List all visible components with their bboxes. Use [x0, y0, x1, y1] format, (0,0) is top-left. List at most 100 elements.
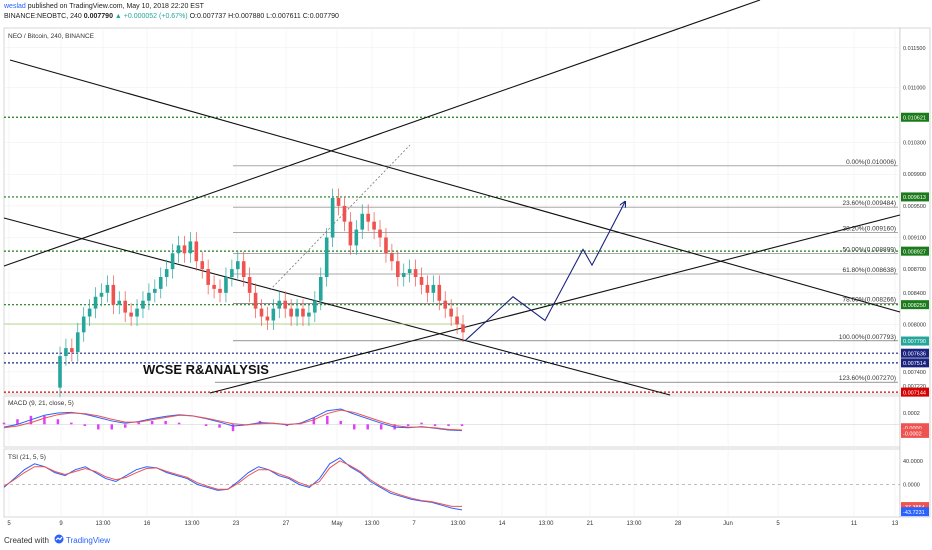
price-label-box: [901, 246, 929, 256]
fib-level-label: 38.20%(0.009160): [843, 226, 897, 233]
fib-level-label: 23.60%(0.009484): [843, 200, 897, 207]
price-tick-label: 0.008400: [903, 291, 926, 297]
x-tick-label: 9: [59, 521, 63, 527]
price-scale-label: 0.008927: [903, 249, 926, 255]
price-tick-label: 0.007400: [903, 370, 926, 376]
candle-body: [253, 292, 258, 309]
x-tick-label: 5: [776, 521, 780, 527]
candle-body: [295, 308, 299, 317]
candle-body: [413, 269, 418, 278]
price-tick-label: 0.009500: [903, 204, 926, 210]
trend-line: [3, 217, 671, 396]
x-tick-label: May: [331, 521, 342, 527]
candle-body: [372, 221, 376, 230]
candle-body: [117, 300, 122, 305]
x-tick-label: 13:00: [626, 521, 642, 527]
candle-body: [123, 300, 127, 313]
panel-frame-1: [3, 27, 901, 395]
tsi-label-box: [901, 507, 929, 517]
price-label-box: [901, 300, 929, 310]
price-tick-label: 0.007220: [903, 384, 926, 390]
candle-body: [419, 277, 424, 285]
candle-body: [289, 308, 293, 317]
candle-body: [230, 269, 234, 278]
trend-line: [269, 144, 411, 291]
candle-body: [247, 277, 252, 293]
candle-body: [354, 229, 359, 246]
candle-body: [218, 288, 222, 293]
trend-line: [9, 59, 901, 313]
price-label-box: [901, 112, 929, 122]
fib-level-label: 78.60%(0.008266): [843, 296, 897, 303]
chart-header: weslad published on TradingView.com, May…: [0, 0, 932, 24]
author-link[interactable]: weslad: [4, 3, 26, 10]
candle-body: [99, 292, 104, 297]
candle-body: [425, 284, 430, 293]
tradingview-logo-icon: [54, 534, 64, 546]
candle-body: [431, 284, 436, 293]
candle-body: [265, 316, 270, 321]
price-tick-label: 0.008700: [903, 267, 926, 273]
ohlc-values: O:0.007737 H:0.007880 L:0.007611 C:0.007…: [189, 13, 339, 20]
candle-body: [384, 237, 388, 254]
tsi-value-label: -43.7231: [903, 510, 925, 516]
candle-body: [318, 277, 323, 301]
price-label-box: [901, 387, 929, 397]
candle-body: [378, 229, 382, 238]
candle-body: [105, 284, 110, 293]
price-tick-label: 0.009900: [903, 172, 926, 178]
fib-level-label: 61.80%(0.008638): [843, 267, 897, 274]
candle-body: [147, 292, 151, 301]
projection-arrow: [464, 202, 625, 342]
candle-body: [342, 205, 347, 222]
candle-body: [407, 269, 412, 274]
candle-body: [87, 308, 92, 317]
trend-line: [3, 0, 761, 267]
candle-body: [164, 269, 169, 278]
candle-body: [437, 284, 442, 301]
candle-body: [366, 213, 370, 222]
price-tick-label: 0.011000: [903, 85, 926, 91]
candle-body: [129, 312, 133, 317]
candle-body: [188, 241, 193, 254]
candle-body: [194, 241, 199, 262]
x-tick-label: 21: [587, 521, 594, 527]
tsi-label-box: [901, 502, 929, 512]
candle-body: [182, 245, 187, 254]
candle-body: [324, 237, 329, 278]
candle-body: [58, 356, 62, 388]
candle-body: [141, 300, 145, 309]
candle-body: [330, 197, 335, 238]
candle-body: [271, 308, 276, 321]
tsi-tick-label: 40.0000: [903, 459, 923, 465]
x-tick-label: 13:00: [364, 521, 380, 527]
symbol-label: BINANCE:NEOBTC, 240: [4, 13, 82, 20]
price-tick-label: 0.008000: [903, 322, 926, 328]
candle-body: [455, 316, 459, 325]
macd-signal-line: [3, 409, 463, 431]
price-scale-label: 0.007790: [903, 339, 926, 345]
x-tick-label: 13:00: [95, 521, 111, 527]
candle-body: [401, 273, 406, 278]
symbol-line: BINANCE:NEOBTC, 240 0.007790 ▲ +0.000052…: [4, 12, 339, 22]
price-scale-label: 0.007636: [903, 351, 926, 357]
candle-body: [93, 296, 98, 309]
fib-level-label: 100.00%(0.007793): [839, 334, 896, 341]
publish-line: weslad published on TradingView.com, May…: [4, 2, 204, 12]
tradingview-brand[interactable]: TradingView: [66, 536, 111, 545]
candle-body: [75, 332, 80, 353]
candle-body: [235, 261, 240, 270]
panel-frame-3: [3, 448, 901, 518]
candle-body: [111, 284, 116, 305]
candle-body: [449, 308, 453, 317]
candle-body: [176, 245, 181, 254]
tsi-line: [3, 457, 463, 511]
macd-title: MACD (9, 21, close, 5): [8, 400, 74, 407]
macd-value-label: -0.0002: [903, 432, 922, 438]
candle-body: [170, 253, 175, 270]
candle-body: [461, 324, 465, 333]
candle-body: [153, 288, 157, 293]
candle-body: [206, 269, 210, 285]
price-scale-label: 0.010621: [903, 115, 926, 121]
